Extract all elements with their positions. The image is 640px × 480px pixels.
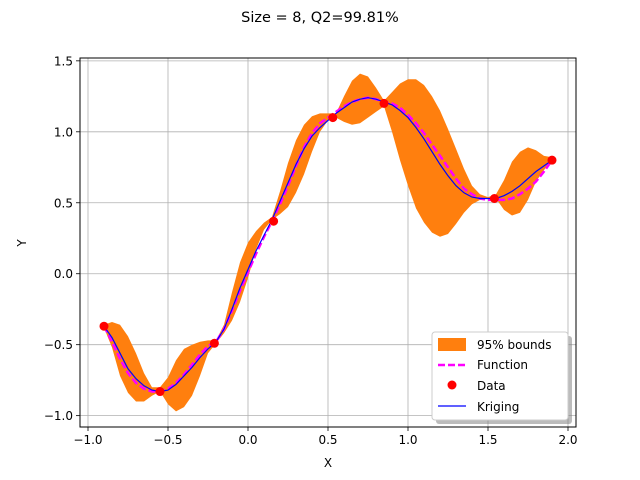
data-point (547, 155, 557, 165)
legend-label-function: Function (477, 358, 528, 372)
data-point (209, 338, 219, 348)
data-point (99, 321, 109, 331)
x-tick-label: 2.0 (558, 433, 577, 447)
data-point (155, 387, 165, 397)
y-tick-label: −0.5 (44, 338, 73, 352)
x-tick-label: 1.0 (398, 433, 417, 447)
function-line (102, 96, 554, 393)
x-axis-ticks: −1.0 −0.5 0.0 0.5 1.0 1.5 2.0 (73, 427, 578, 447)
x-tick-label: 1.5 (478, 433, 497, 447)
function-line-layer (102, 96, 554, 393)
chart-title: Size = 8, Q2=99.81% (241, 10, 399, 26)
data-point (489, 194, 499, 204)
data-points-layer (99, 98, 557, 397)
kriging-line (103, 97, 553, 393)
x-tick-label: 0.0 (238, 433, 257, 447)
x-axis-label: X (324, 456, 332, 470)
y-axis-label: Y (15, 239, 29, 248)
legend-label-kriging: Kriging (477, 400, 519, 414)
legend-box (431, 331, 569, 421)
y-tick-label: 0.0 (54, 267, 73, 281)
legend-label-data: Data (477, 379, 506, 393)
data-point (269, 216, 279, 226)
data-point (328, 113, 338, 123)
y-axis-ticks: −1.0 −0.5 0.0 0.5 1.0 1.5 (44, 54, 80, 423)
x-tick-label: −1.0 (73, 433, 102, 447)
x-tick-label: 0.5 (318, 433, 337, 447)
y-tick-label: 1.0 (54, 125, 73, 139)
y-tick-label: 0.5 (54, 196, 73, 210)
x-tick-label: −0.5 (153, 433, 182, 447)
legend-label-bounds: 95% bounds (477, 338, 552, 352)
legend-swatch-bounds (438, 338, 466, 351)
legend-swatch-data (447, 380, 457, 390)
y-tick-label: 1.5 (54, 54, 73, 68)
legend: 95% bounds Function Data Kriging (431, 331, 572, 424)
data-point (379, 98, 389, 108)
kriging-line-layer (103, 97, 553, 393)
y-tick-label: −1.0 (44, 409, 73, 423)
